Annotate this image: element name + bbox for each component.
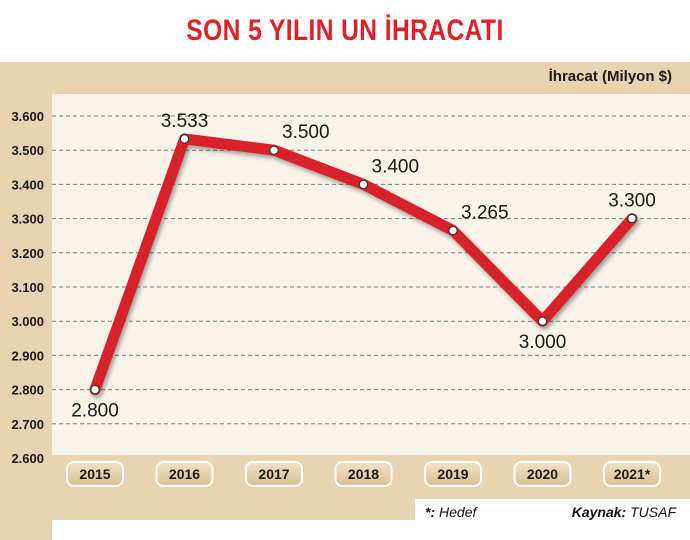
data-label: 2.800 [71, 401, 119, 422]
data-label: 3.000 [519, 332, 567, 353]
data-label: 3.300 [608, 191, 656, 212]
y-tick-label: 3.400 [11, 177, 44, 192]
y-tick-label: 2.800 [11, 383, 44, 398]
data-point [90, 384, 100, 395]
y-tick-label: 3.300 [11, 212, 44, 227]
y-tick-label: 3.100 [11, 280, 44, 295]
x-tick-pill [334, 461, 393, 487]
y-axis: 2.600 2.700 2.800 2.900 3.000 3.100 3.200 3.300… [11, 109, 44, 466]
footnote: *: Hedef [425, 504, 476, 520]
data-point [269, 145, 279, 155]
y-axis-label: İhracat (Milyon $) [548, 68, 672, 85]
y-tick-label: 2.600 [11, 451, 44, 466]
x-tick-pill [245, 461, 303, 487]
y-tick-label: 3.600 [11, 109, 44, 124]
x-tick-label: 2016 [169, 466, 200, 482]
x-tick-pill [155, 461, 214, 487]
footer: *: Hedef Kaynak: TUSAF [415, 499, 690, 527]
data-points [90, 134, 637, 395]
y-tick-label: 2.700 [11, 417, 44, 432]
data-label: 3.533 [161, 111, 209, 132]
data-label: 3.500 [282, 122, 330, 143]
x-tick-label: 2015 [79, 466, 110, 482]
x-tick-pill [603, 461, 661, 487]
data-label: 3.400 [372, 156, 420, 177]
footnote-mark: *: [425, 504, 436, 520]
y-tick-label: 3.000 [11, 314, 44, 329]
x-tick-pill [66, 461, 124, 487]
data-labels: 2.800 3.533 3.500 3.400 3.265 3.000 3.300 [71, 111, 656, 422]
x-tick-label: 2017 [258, 466, 289, 482]
unit-band [0, 62, 690, 94]
source-text: TUSAF [630, 504, 676, 520]
data-label: 3.265 [461, 203, 509, 224]
data-point [448, 225, 458, 236]
footnote-text: Hedef [439, 504, 477, 520]
x-tick-pill [513, 461, 572, 487]
x-axis: 2015 2016 2017 2018 2019 2020 2021* [66, 461, 661, 487]
x-tick-label: 2021* [614, 466, 651, 482]
y-tick-label: 2.900 [11, 348, 44, 363]
x-tick-label: 2020 [527, 466, 558, 482]
x-tick-pill [424, 461, 482, 487]
data-point [179, 134, 190, 144]
y-tick-label: 3.200 [11, 246, 44, 261]
source-note: Kaynak: TUSAF [572, 504, 676, 520]
source-label: Kaynak: [571, 504, 627, 520]
x-tick-label: 2019 [437, 466, 468, 482]
x-tick-label: 2018 [348, 466, 379, 482]
data-point [627, 213, 637, 224]
data-point [537, 316, 548, 326]
chart-title: SON 5 YILIN UN İHRACATI [186, 14, 504, 47]
left-strip [0, 94, 52, 540]
y-tick-label: 3.500 [11, 143, 44, 158]
data-point [358, 179, 369, 190]
